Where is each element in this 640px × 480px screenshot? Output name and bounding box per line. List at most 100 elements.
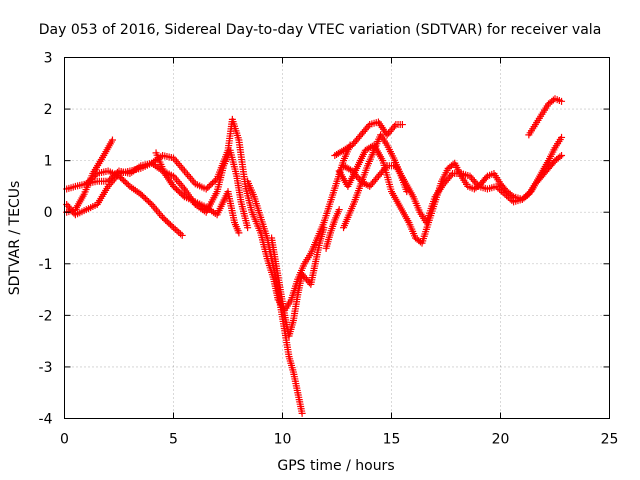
data-point <box>113 168 121 176</box>
data-point <box>123 179 131 187</box>
data-point <box>137 190 145 198</box>
data-point <box>205 182 213 190</box>
data-point <box>140 193 148 201</box>
data-point <box>170 182 177 190</box>
data-point <box>398 121 406 129</box>
data-point <box>558 97 566 105</box>
data-point <box>364 122 372 130</box>
data-point <box>473 181 481 189</box>
series-sat-track-2 <box>63 136 116 216</box>
data-point <box>403 188 411 196</box>
x-axis-label: GPS time / hours <box>277 458 394 474</box>
x-tick-label: 20 <box>492 432 510 448</box>
data-point <box>176 161 184 169</box>
data-point <box>176 230 184 238</box>
data-point <box>141 195 149 203</box>
data-point <box>163 218 171 226</box>
data-point <box>155 210 163 218</box>
data-point <box>174 187 182 195</box>
data-point <box>176 179 184 187</box>
data-point <box>177 181 185 189</box>
y-tick-label: -2 <box>39 308 53 324</box>
series-sat-track-7 <box>268 224 328 340</box>
data-point <box>204 184 212 192</box>
data-point <box>175 228 183 236</box>
data-point <box>178 231 186 239</box>
data-point <box>244 224 252 232</box>
data-point <box>447 171 455 179</box>
series-sat-track-10 <box>340 133 566 227</box>
y-tick-label: -4 <box>39 412 53 428</box>
data-point <box>154 208 162 216</box>
data-point <box>104 177 112 185</box>
data-point <box>149 202 157 210</box>
data-point <box>138 192 146 200</box>
data-point <box>118 175 126 183</box>
data-point <box>184 171 192 179</box>
data-point <box>180 167 188 175</box>
data-point <box>320 224 328 232</box>
y-tick-label: -3 <box>39 360 53 376</box>
x-tick-label: 15 <box>383 432 401 448</box>
data-point <box>556 153 564 161</box>
plot-frame <box>64 57 610 419</box>
data-point <box>187 174 195 182</box>
data-point <box>174 160 182 168</box>
data-point <box>145 198 153 206</box>
data-point <box>173 158 181 166</box>
data-point <box>171 184 179 192</box>
x-tick-label: 0 <box>60 432 69 448</box>
data-point <box>108 136 116 144</box>
data-point <box>390 122 398 130</box>
y-axis-label: SDTVAR / TECUs <box>7 181 23 296</box>
data-point <box>110 171 118 179</box>
series-layer <box>63 95 566 417</box>
data-point <box>179 191 187 199</box>
data-point <box>182 169 190 177</box>
data-point <box>165 219 173 227</box>
series-sat-track-4 <box>82 146 252 232</box>
data-point <box>112 170 120 178</box>
data-point <box>106 176 114 184</box>
data-point <box>202 185 210 193</box>
series-sat-track-12 <box>322 206 343 252</box>
data-point <box>335 206 343 214</box>
data-point <box>177 190 185 198</box>
data-point <box>173 185 181 193</box>
x-tick-layer: 0 5 10 15 20 25 <box>60 57 619 448</box>
data-point <box>109 173 117 181</box>
data-point <box>159 213 167 221</box>
data-point <box>208 179 216 187</box>
series-sat-track-5 <box>152 149 243 237</box>
chart-title: Day 053 of 2016, Sidereal Day-to-day VTE… <box>39 22 602 38</box>
data-point <box>160 215 168 223</box>
data-point <box>235 229 243 237</box>
series-sat-track-13 <box>525 95 566 139</box>
data-point <box>143 196 151 204</box>
y-tick-layer: -4 -3 -2 -1 0 1 2 3 <box>39 51 610 428</box>
data-point <box>173 227 181 235</box>
data-point <box>207 181 215 189</box>
data-point <box>382 164 390 172</box>
series-sat-track-8 <box>331 118 406 159</box>
y-tick-label: 3 <box>44 51 53 67</box>
y-tick-label: 2 <box>44 102 53 118</box>
x-tick-label: 10 <box>274 432 292 448</box>
data-point <box>152 206 160 214</box>
grid-layer <box>64 57 610 419</box>
y-tick-label: 1 <box>44 154 53 170</box>
data-point <box>179 165 187 173</box>
data-point <box>166 221 174 229</box>
y-tick-label: -1 <box>39 257 53 273</box>
data-point <box>157 212 165 220</box>
data-point <box>558 151 566 159</box>
data-point <box>162 216 170 224</box>
x-tick-label: 25 <box>601 432 619 448</box>
data-point <box>177 163 185 171</box>
data-point <box>185 172 193 180</box>
data-point <box>107 174 115 182</box>
series-sat-track-11 <box>340 131 411 232</box>
data-point <box>120 177 128 185</box>
data-point <box>298 409 306 417</box>
